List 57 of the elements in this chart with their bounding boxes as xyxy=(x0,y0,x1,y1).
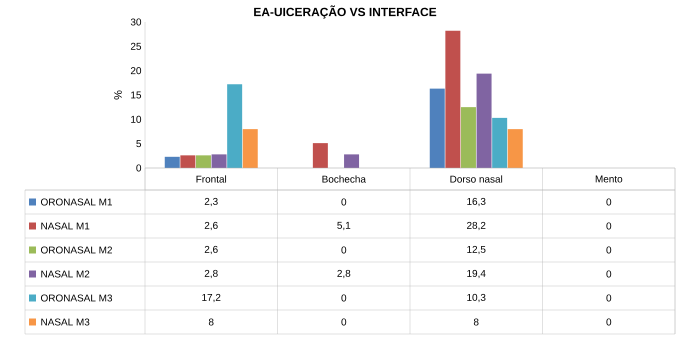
data-label: 0 xyxy=(341,294,346,302)
x-tick-label: Bochecha xyxy=(322,175,366,183)
y-tick-label: 30 xyxy=(130,18,142,26)
bar xyxy=(196,155,211,168)
y-tick-label: 20 xyxy=(130,67,142,74)
bar xyxy=(445,30,460,168)
data-label: 12,5 xyxy=(467,246,486,254)
bar xyxy=(430,88,445,168)
legend-label: ORONASAL M3 xyxy=(40,294,112,302)
bar xyxy=(492,118,508,168)
data-label: 5,1 xyxy=(337,222,350,230)
data-label: 0 xyxy=(606,198,612,206)
data-label: 0 xyxy=(341,246,346,254)
data-label: 16,3 xyxy=(467,198,486,206)
data-label: 2,8 xyxy=(204,270,218,278)
bar xyxy=(180,155,196,168)
data-label: 0 xyxy=(606,222,612,230)
bar xyxy=(344,154,360,168)
data-label: 0 xyxy=(606,246,612,254)
bar xyxy=(164,156,180,168)
legend-label: NASAL M1 xyxy=(41,222,90,230)
x-tick-label: Frontal xyxy=(196,175,226,183)
bar xyxy=(476,74,492,168)
data-label: 2,6 xyxy=(204,222,218,230)
x-tick-label: Dorso nasal xyxy=(450,175,502,183)
y-tick-label: 5 xyxy=(136,140,142,148)
data-label: 10,3 xyxy=(467,294,486,302)
data-label: 2,3 xyxy=(204,198,218,206)
data-label: 2,8 xyxy=(337,270,350,278)
data-label: 8 xyxy=(474,318,479,326)
bar xyxy=(460,107,476,168)
y-tick-label: 0 xyxy=(136,164,142,172)
data-label: 0 xyxy=(341,318,346,326)
bar xyxy=(508,129,523,168)
data-label: 0 xyxy=(606,270,612,278)
data-label: 0 xyxy=(606,318,612,326)
bar xyxy=(312,143,328,168)
y-tick-label: 15 xyxy=(131,92,142,98)
bar xyxy=(242,129,258,168)
legend-label: NASAL M2 xyxy=(41,270,90,278)
y-tick-label: 25 xyxy=(130,42,142,50)
bar xyxy=(227,84,242,168)
data-label: 2,6 xyxy=(204,246,218,254)
y-axis-title: % xyxy=(114,90,122,100)
legend-label: NASAL M3 xyxy=(41,318,90,326)
legend-label: ORONASAL M2 xyxy=(40,246,112,254)
chart-title: EA-UICERAÇÃO VS INTERFACE xyxy=(254,5,436,19)
y-tick-label: 10 xyxy=(131,116,142,123)
data-label: 28,2 xyxy=(467,222,486,230)
data-label: 17,2 xyxy=(202,294,220,302)
data-label: 0 xyxy=(606,294,612,302)
legend-label: ORONASAL M1 xyxy=(40,198,112,206)
data-label: 8 xyxy=(208,318,214,326)
bar xyxy=(212,154,227,168)
data-label: 19,4 xyxy=(467,270,486,278)
data-label: 0 xyxy=(341,198,346,206)
x-tick-label: Mento xyxy=(596,176,622,182)
